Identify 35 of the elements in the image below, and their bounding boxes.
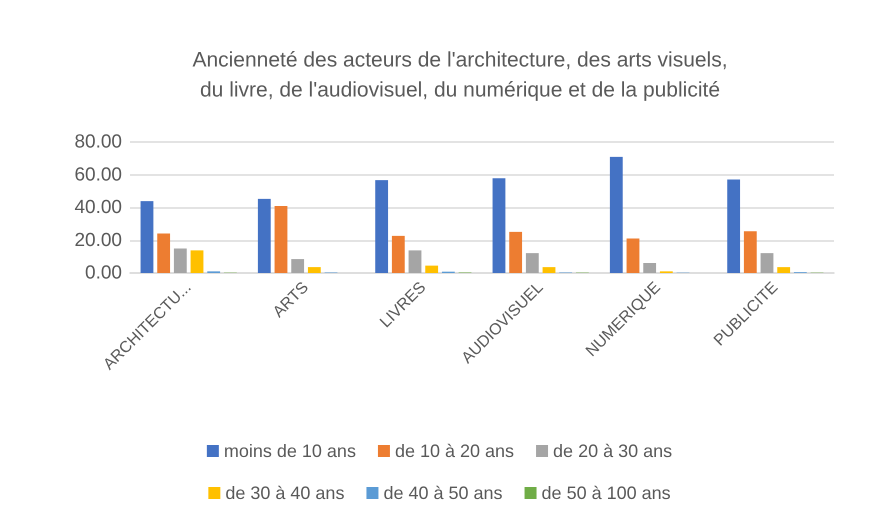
legend-label: de 10 à 20 ans <box>394 441 514 461</box>
y-tick-label: 40.00 <box>74 197 122 218</box>
bar <box>375 180 388 273</box>
bar <box>626 238 640 273</box>
bar <box>760 253 774 273</box>
bar <box>308 267 321 273</box>
bar <box>509 232 522 273</box>
bar <box>643 263 656 273</box>
bar <box>157 234 170 273</box>
bar <box>408 250 422 273</box>
bar <box>140 201 154 273</box>
legend-label: de 50 à 100 ans <box>542 483 671 503</box>
legend-label: de 40 à 50 ans <box>383 483 503 503</box>
bar <box>258 198 271 273</box>
bar <box>392 236 405 273</box>
bar <box>777 267 790 273</box>
bar <box>744 231 757 273</box>
bar <box>425 266 438 273</box>
bar <box>274 206 288 273</box>
bar <box>727 180 740 273</box>
legend-label: de 30 à 40 ans <box>225 483 344 503</box>
y-tick-label: 60.00 <box>74 164 122 186</box>
bar <box>492 178 506 273</box>
bar <box>610 156 623 273</box>
bar <box>542 267 556 273</box>
y-tick-label: 0.00 <box>85 262 122 284</box>
legend-label: moins de 10 ans <box>224 441 356 461</box>
bar <box>174 248 187 273</box>
y-tick-label: 20.00 <box>74 230 122 251</box>
legend-label: de 20 à 30 ans <box>553 441 672 461</box>
bar <box>291 259 304 273</box>
bar <box>190 250 204 273</box>
chart-title: Ancienneté des acteurs de l'architecture, des arts visuels, du livre, de l'audiovisuel, du numérique et de la publicité <box>192 48 728 102</box>
y-tick-label: 80.00 <box>74 132 122 152</box>
bar <box>526 253 539 273</box>
